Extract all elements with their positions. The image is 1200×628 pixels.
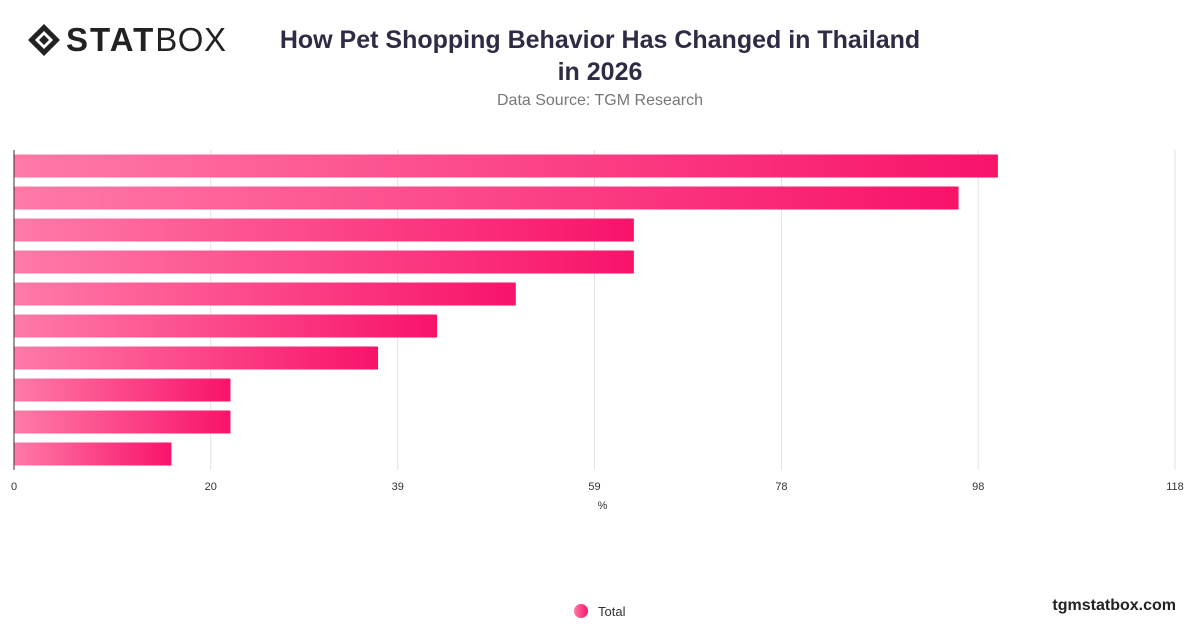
bars xyxy=(14,154,998,466)
chart-title: How Pet Shopping Behavior Has Changed in… xyxy=(250,24,950,88)
bar-4[interactable] xyxy=(14,250,634,274)
brand-url: tgmstatbox.com xyxy=(1052,597,1176,614)
logo-text-bold: STAT xyxy=(66,21,156,58)
logo-text-light: BOX xyxy=(155,21,227,58)
bar-10[interactable] xyxy=(14,442,172,466)
bar-3[interactable] xyxy=(14,218,634,242)
x-tick-label: 59 xyxy=(588,481,600,493)
bar-6[interactable] xyxy=(14,314,438,338)
x-axis-label: % xyxy=(598,500,608,512)
statbox-diamond-icon xyxy=(28,24,60,56)
chart-title-line1: How Pet Shopping Behavior Has Changed in… xyxy=(279,26,921,54)
x-tick-label: 20 xyxy=(205,481,217,493)
legend[interactable]: Total xyxy=(574,602,625,620)
bar-1[interactable] xyxy=(14,154,998,178)
x-tick-label: 98 xyxy=(972,481,984,493)
bar-5[interactable] xyxy=(14,282,516,306)
x-axis-ticks: 0 20 39 59 78 98 118 xyxy=(11,481,1184,493)
statbox-logo: STATBOX xyxy=(26,22,226,58)
x-tick-label: 39 xyxy=(392,481,404,493)
x-tick-label: 0 xyxy=(11,481,17,493)
x-tick-label: 118 xyxy=(1166,481,1184,493)
bar-2[interactable] xyxy=(14,186,959,210)
legend-label-total: Total xyxy=(598,603,626,619)
x-tick-label: 78 xyxy=(775,481,787,493)
bar-9[interactable] xyxy=(14,410,231,434)
bar-7[interactable] xyxy=(14,346,379,370)
bar-8[interactable] xyxy=(14,378,231,402)
legend-swatch xyxy=(574,604,588,618)
chart-title-line2: in 2026 xyxy=(557,58,643,86)
chart-subtitle: Data Source: TGM Research xyxy=(496,92,703,109)
